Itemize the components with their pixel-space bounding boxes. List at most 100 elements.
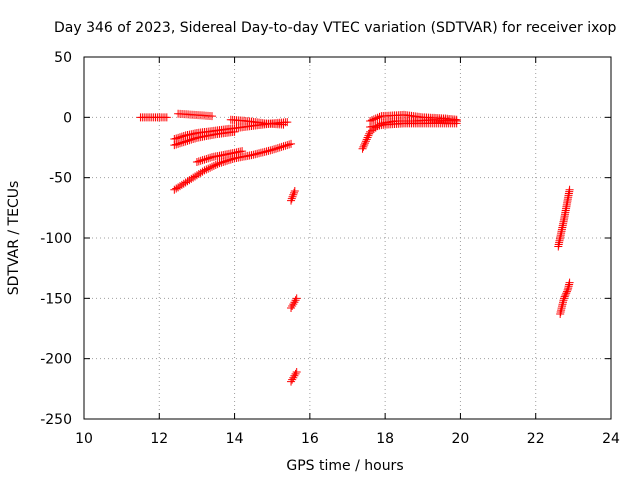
data-point <box>287 196 296 205</box>
series-arc-d <box>170 127 239 150</box>
data-point <box>279 120 288 129</box>
series-arc-n <box>554 185 574 251</box>
data-point <box>562 289 571 298</box>
data-point <box>362 135 371 144</box>
series-arc-l <box>366 110 461 125</box>
data-point <box>288 192 297 201</box>
data-point <box>200 166 209 175</box>
data-point <box>221 157 230 166</box>
data-point <box>219 157 228 166</box>
series-arc-b <box>174 109 216 121</box>
series-arc-h <box>287 186 299 205</box>
data-point <box>375 112 384 121</box>
data-point <box>207 112 216 121</box>
data-point <box>185 136 194 145</box>
data-point <box>360 140 369 149</box>
data-point <box>175 139 184 148</box>
data-point <box>361 137 370 146</box>
data-point <box>291 369 300 378</box>
data-point <box>364 131 373 140</box>
data-point <box>287 194 296 203</box>
series-arc-g <box>192 147 247 166</box>
data-point <box>238 147 247 156</box>
data-point <box>202 165 211 174</box>
y-axis-label: SDTVAR / TECUs <box>6 181 22 296</box>
data-point <box>291 296 300 305</box>
data-point <box>561 290 570 299</box>
x-tick-label: 10 <box>75 431 93 447</box>
x-axis-label: GPS time / hours <box>286 458 403 474</box>
data-point <box>200 155 209 164</box>
data-point <box>207 162 216 171</box>
x-tick-label: 12 <box>150 431 168 447</box>
y-tick-label: 0 <box>63 110 72 126</box>
data-point <box>215 159 224 168</box>
data-point <box>230 127 239 136</box>
data-point <box>290 188 299 197</box>
data-point <box>562 287 571 296</box>
y-tick-label: -200 <box>40 352 72 368</box>
y-tick-label: -250 <box>40 412 72 428</box>
series-arc-j <box>287 367 301 386</box>
data-point <box>181 137 190 146</box>
data-point <box>172 140 181 149</box>
data-point <box>217 158 226 167</box>
axis-ticks <box>83 56 612 420</box>
data-point <box>285 140 294 149</box>
data-point <box>565 185 574 194</box>
data-point <box>202 154 211 163</box>
data-point <box>283 141 292 150</box>
data-point <box>358 144 367 153</box>
data-point <box>209 161 218 170</box>
data-point <box>292 367 301 376</box>
data-point <box>452 119 461 128</box>
data-point <box>287 139 296 148</box>
data-point <box>271 144 280 153</box>
data-point <box>363 133 372 142</box>
data-point <box>559 294 568 303</box>
data-point <box>275 143 284 152</box>
data-point <box>177 138 186 147</box>
series-arc-i <box>287 294 301 312</box>
x-tick-label: 16 <box>301 431 319 447</box>
data-point <box>565 278 574 287</box>
data-point <box>198 156 207 165</box>
series-arc-m <box>366 119 461 131</box>
x-tick-label: 14 <box>226 431 244 447</box>
data-point <box>192 157 201 166</box>
series-arc-a <box>136 113 171 122</box>
data-point <box>204 154 213 163</box>
data-point <box>560 292 569 301</box>
tick-labels: 10 12 14 16 18 20 22 24 50 0 -50 -100 -150 -200 -250 <box>40 50 620 447</box>
data-point <box>162 113 171 122</box>
data-point <box>194 157 203 166</box>
y-tick-label: 50 <box>54 50 72 66</box>
data-point <box>373 113 382 122</box>
data-point <box>281 141 290 150</box>
data-point <box>183 136 192 145</box>
data-point <box>206 163 215 172</box>
x-tick-label: 18 <box>376 431 394 447</box>
data-point <box>359 142 368 151</box>
y-tick-label: -150 <box>40 291 72 307</box>
x-tick-label: 22 <box>527 431 545 447</box>
data-point <box>187 135 196 144</box>
data-point <box>279 142 288 151</box>
data-point <box>290 186 299 195</box>
y-tick-label: -50 <box>49 171 72 187</box>
chart-title: Day 346 of 2023, Sidereal Day-to-day VTE… <box>54 20 617 36</box>
data-point <box>361 139 370 148</box>
data-point <box>198 167 207 176</box>
x-tick-label: 20 <box>452 431 470 447</box>
data-point <box>174 139 183 148</box>
data-point <box>204 164 213 173</box>
data-point <box>213 160 222 169</box>
data-point <box>206 153 215 162</box>
data-point <box>277 142 286 151</box>
x-tick-label: 24 <box>602 431 620 447</box>
data-point <box>371 114 380 123</box>
data-point <box>211 160 220 169</box>
y-tick-label: -100 <box>40 231 72 247</box>
data-point <box>179 138 188 147</box>
